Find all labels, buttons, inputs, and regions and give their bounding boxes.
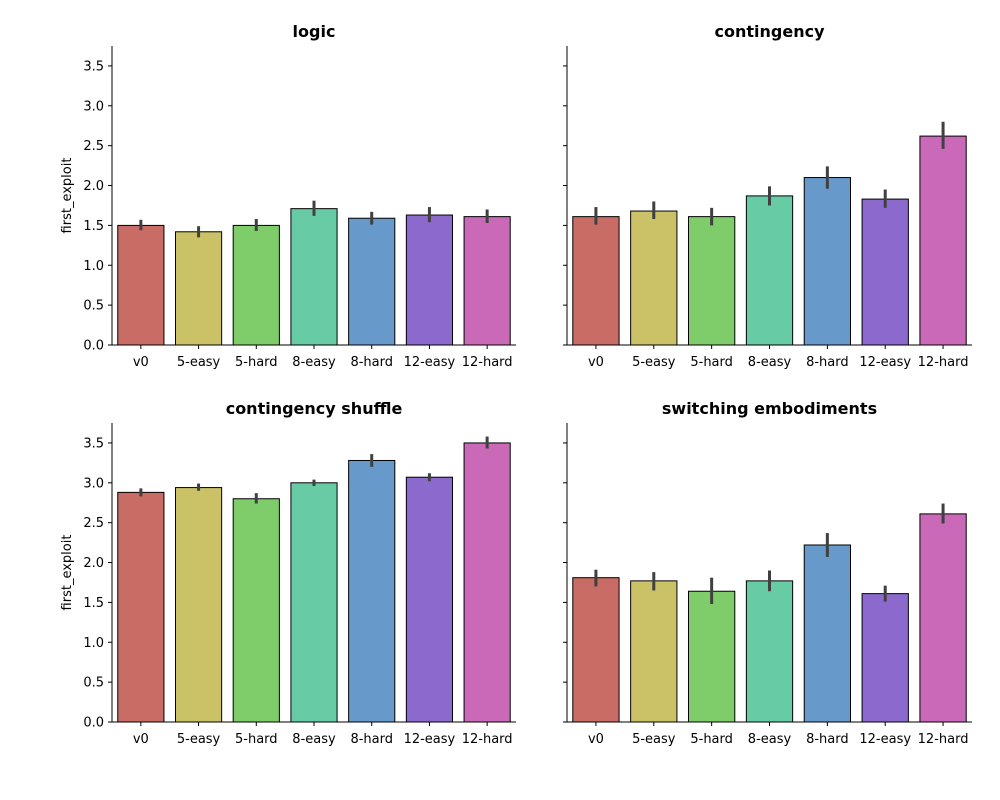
- x-tick-label: 12-easy: [859, 355, 911, 370]
- panel-contingency: contingency v0 5-easy 5-hard 8-easy 8-hard 12-…: [563, 22, 972, 370]
- bar-5-hard: [232, 224, 280, 346]
- bar-5-hard: [688, 590, 736, 723]
- panel-title: switching embodiments: [662, 399, 877, 418]
- bar-12-hard: [919, 135, 967, 346]
- y-tick-label: 0.5: [83, 299, 104, 314]
- y-axis-label: first_exploit: [60, 535, 75, 611]
- bar-8-easy: [290, 482, 338, 723]
- y-tick-label: 3.0: [83, 99, 104, 114]
- y-tick-label: 3.5: [83, 436, 104, 451]
- x-tick-label: 5-hard: [690, 355, 733, 370]
- bar-12-hard: [463, 442, 511, 723]
- y-tick-label: 1.5: [83, 596, 104, 611]
- y-tick-label: 0.5: [83, 676, 104, 691]
- bar-8-hard: [348, 459, 396, 723]
- x-tick-label: 12-easy: [404, 355, 456, 370]
- bar-8-easy: [745, 195, 794, 346]
- bar-5-hard: [232, 498, 280, 723]
- x-tick-label: 12-easy: [859, 732, 911, 747]
- y-tick-label: 0.0: [83, 716, 104, 731]
- x-tick-label: 8-hard: [806, 355, 849, 370]
- y-tick-label: 0.0: [83, 339, 104, 354]
- x-tick-label: 12-hard: [462, 355, 513, 370]
- panel-logic: logic 0.0 0.5 1.0 1.5 2.0 2.5 3.0 3.5 v0 5-easy 5-h…: [60, 22, 516, 370]
- bar-12-easy: [861, 198, 909, 346]
- x-tick-label: v0: [588, 355, 604, 370]
- x-tick-label: 12-easy: [404, 732, 456, 747]
- x-tick-label: 5-easy: [177, 732, 221, 747]
- bar-5-hard: [688, 216, 736, 346]
- bar-8-hard: [803, 544, 852, 723]
- panel-title: contingency shuffle: [226, 399, 403, 418]
- x-tick-label: 5-easy: [632, 732, 676, 747]
- bar-12-easy: [405, 476, 454, 723]
- bar-v0: [117, 224, 165, 346]
- x-tick-label: 12-hard: [462, 732, 513, 747]
- bar-12-easy: [861, 593, 909, 723]
- bar-v0: [572, 216, 620, 346]
- bar-12-hard: [463, 216, 511, 346]
- y-axis-label: first_exploit: [60, 158, 75, 234]
- x-tick-label: v0: [133, 732, 149, 747]
- y-tick-label: 3.0: [83, 476, 104, 491]
- y-tick-label: 2.0: [83, 556, 104, 571]
- x-tick-label: 8-easy: [292, 355, 336, 370]
- bar-v0: [572, 577, 620, 723]
- bar-8-easy: [745, 580, 794, 723]
- bar-5-easy: [174, 487, 223, 723]
- bar-8-easy: [290, 208, 338, 346]
- x-tick-label: 5-hard: [235, 355, 278, 370]
- bar-v0: [117, 491, 165, 723]
- panel-contingency-shuffle: contingency shuffle 0.0 0.5 1.0 1.5 2.0 2.5 3.0…: [60, 399, 516, 747]
- x-tick-label: v0: [133, 355, 149, 370]
- x-tick-label: 8-easy: [748, 732, 792, 747]
- x-tick-label: 8-hard: [350, 355, 393, 370]
- bar-5-easy: [630, 580, 678, 723]
- x-tick-label: 12-hard: [918, 732, 969, 747]
- x-tick-label: 8-hard: [806, 732, 849, 747]
- x-tick-label: 5-easy: [177, 355, 221, 370]
- y-tick-label: 1.0: [83, 636, 104, 651]
- x-tick-label: v0: [588, 732, 604, 747]
- bar-12-easy: [405, 214, 454, 346]
- y-tick-label: 2.0: [83, 179, 104, 194]
- panel-title: logic: [293, 22, 336, 41]
- x-tick-label: 5-easy: [632, 355, 676, 370]
- panel-switching-embodiments: switching embodiments v0 5-easy 5-hard 8-eas…: [563, 399, 972, 747]
- y-tick-label: 2.5: [83, 516, 104, 531]
- panel-title: contingency: [715, 22, 826, 41]
- bar-5-easy: [630, 210, 678, 346]
- x-tick-label: 12-hard: [918, 355, 969, 370]
- bar-8-hard: [348, 217, 396, 346]
- y-tick-label: 2.5: [83, 139, 104, 154]
- x-tick-label: 5-hard: [690, 732, 733, 747]
- x-tick-label: 8-easy: [748, 355, 792, 370]
- y-tick-label: 1.0: [83, 259, 104, 274]
- x-tick-label: 8-easy: [292, 732, 336, 747]
- x-tick-label: 5-hard: [235, 732, 278, 747]
- bar-5-easy: [174, 231, 223, 346]
- bar-8-hard: [803, 177, 852, 346]
- y-tick-label: 1.5: [83, 219, 104, 234]
- x-tick-label: 8-hard: [350, 732, 393, 747]
- y-tick-label: 3.5: [83, 59, 104, 74]
- bar-12-hard: [919, 513, 967, 723]
